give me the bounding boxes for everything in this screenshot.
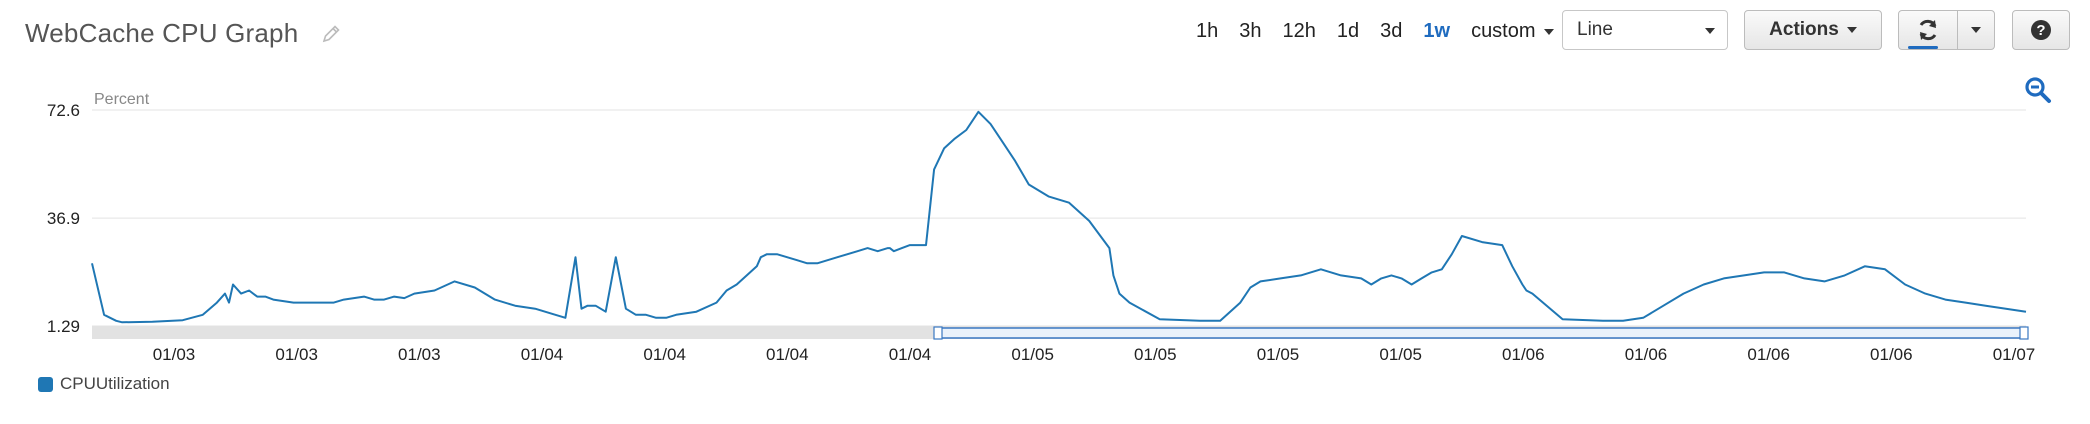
range-1h[interactable]: 1h — [1196, 20, 1219, 42]
caret-down-icon — [1846, 27, 1857, 33]
x-tick-label: 01/05 — [1011, 345, 1054, 364]
y-tick-label: 1.29 — [47, 317, 80, 336]
x-tick-label: 01/06 — [1502, 345, 1545, 364]
graph-title-area: WebCache CPU Graph — [25, 18, 342, 49]
x-tick-label: 01/05 — [1134, 345, 1177, 364]
actions-label: Actions — [1769, 19, 1839, 40]
x-tick-label: 01/04 — [889, 345, 932, 364]
range-navigator-window[interactable] — [937, 327, 2027, 339]
legend-swatch — [38, 376, 53, 392]
x-tick-label: 01/06 — [1870, 345, 1913, 364]
range-12h[interactable]: 12h — [1282, 20, 1316, 42]
chevron-down-icon — [1971, 27, 1981, 33]
legend-label[interactable]: CPUUtilization — [60, 374, 170, 393]
help-icon: ? — [2031, 20, 2051, 40]
range-3d[interactable]: 3d — [1380, 20, 1403, 42]
range-1w[interactable]: 1w — [1423, 20, 1451, 42]
x-tick-label: 01/05 — [1257, 345, 1300, 364]
svg-text:?: ? — [2036, 22, 2045, 39]
help-button[interactable]: ? — [2012, 10, 2070, 50]
chart-type-select[interactable]: Line — [1562, 10, 1728, 50]
pencil-icon[interactable] — [320, 23, 342, 45]
x-tick-label: 01/03 — [398, 345, 441, 364]
time-range-selector: 1h 3h 12h 1d 3d 1w custom — [1196, 20, 1575, 43]
y-tick-label: 72.6 — [47, 101, 80, 120]
range-custom[interactable]: custom — [1471, 20, 1554, 43]
series-line-cpuutilization — [91, 110, 2027, 324]
range-custom-label: custom — [1471, 20, 1536, 42]
caret-down-icon — [1543, 28, 1554, 35]
refresh-button[interactable] — [1898, 10, 1958, 50]
range-3h[interactable]: 3h — [1239, 20, 1262, 42]
x-tick-label: 01/03 — [153, 345, 196, 364]
x-tick-label: 01/07 — [1993, 345, 2036, 364]
page-title: WebCache CPU Graph — [25, 18, 299, 48]
refresh-dropdown-button[interactable] — [1957, 10, 1995, 50]
range-handle-left[interactable] — [933, 326, 943, 340]
caret-down-icon — [1705, 28, 1715, 34]
y-tick-label: 36.9 — [47, 209, 80, 228]
x-tick-label: 01/03 — [275, 345, 318, 364]
chart-type-value: Line — [1577, 19, 1613, 40]
y-axis-label: Percent — [94, 91, 150, 108]
zoom-out-icon[interactable] — [2024, 76, 2052, 104]
x-tick-label: 01/05 — [1379, 345, 1422, 364]
auto-refresh-indicator — [1908, 46, 1938, 49]
chart-legend: CPUUtilization — [38, 374, 170, 394]
actions-button[interactable]: Actions — [1744, 10, 1882, 50]
x-tick-label: 01/04 — [521, 345, 564, 364]
range-1d[interactable]: 1d — [1336, 20, 1360, 42]
x-tick-label: 01/04 — [643, 345, 686, 364]
x-tick-label: 01/06 — [1625, 345, 1668, 364]
x-tick-label: 01/06 — [1747, 345, 1790, 364]
x-tick-label: 01/04 — [766, 345, 809, 364]
refresh-icon — [1919, 19, 1937, 41]
range-handle-right[interactable] — [2019, 326, 2029, 340]
